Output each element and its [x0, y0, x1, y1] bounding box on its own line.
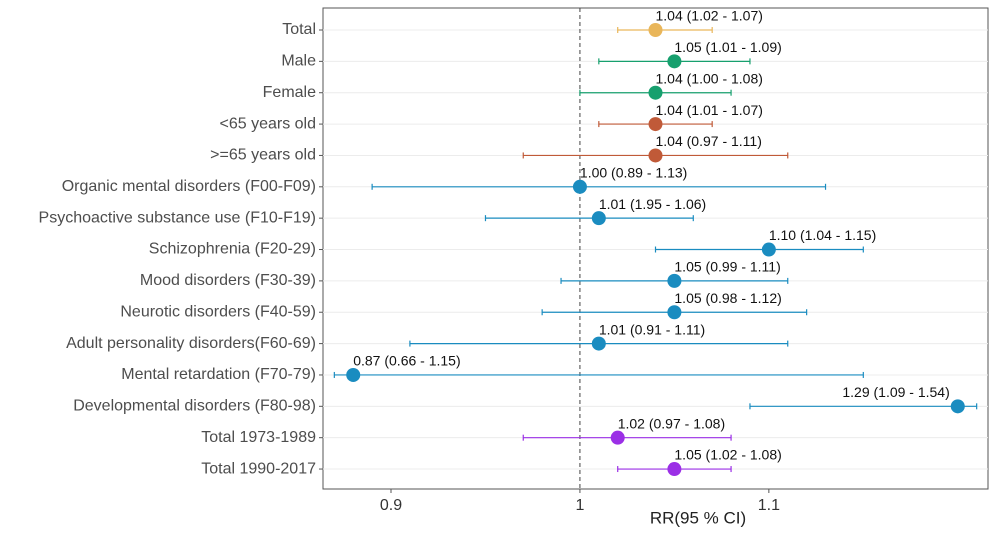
point — [648, 148, 663, 163]
y-tick-label: >=65 years old — [210, 147, 316, 164]
y-tick-label: Female — [263, 84, 316, 101]
y-tick-label: Total 1973-1989 — [201, 429, 316, 446]
x-tick-label: 1.1 — [758, 497, 780, 514]
point — [950, 399, 965, 414]
point-annotation: 1.29 (1.09 - 1.54) — [842, 384, 949, 400]
point — [667, 462, 682, 477]
point — [572, 179, 587, 194]
point — [761, 242, 776, 257]
point-annotation: 1.05 (1.02 - 1.08) — [674, 447, 781, 463]
point — [648, 85, 663, 100]
y-tick-label: Adult personality disorders(F60-69) — [66, 335, 316, 352]
y-tick-label: Neurotic disorders (F40-59) — [120, 303, 316, 320]
point — [648, 117, 663, 132]
point-annotation: 0.87 (0.66 - 1.15) — [353, 353, 460, 369]
x-tick-label: 0.9 — [380, 497, 402, 514]
y-tick-label: Total — [282, 21, 316, 38]
y-tick-label: Schizophrenia (F20-29) — [149, 241, 316, 258]
point-annotation: 1.05 (0.98 - 1.12) — [674, 290, 781, 306]
y-tick-label: Organic mental disorders (F00-F09) — [62, 178, 316, 195]
point-annotation: 1.04 (1.02 - 1.07) — [656, 8, 763, 24]
point-annotation: 1.04 (0.97 - 1.11) — [656, 133, 762, 149]
point — [648, 23, 663, 37]
y-tick-label: Developmental disorders (F80-98) — [73, 398, 316, 415]
point — [346, 367, 361, 382]
point-annotation: 1.04 (1.00 - 1.08) — [656, 70, 763, 86]
point-annotation: 1.02 (0.97 - 1.08) — [618, 415, 725, 431]
point-annotation: 1.10 (1.04 - 1.15) — [769, 227, 876, 243]
point-annotation: 1.05 (0.99 - 1.11) — [674, 259, 780, 275]
y-tick-label: <65 years old — [219, 115, 316, 132]
y-tick-label: Psychoactive substance use (F10-F19) — [39, 209, 316, 226]
point — [667, 273, 682, 288]
x-axis-label: RR(95 % CI) — [650, 508, 746, 527]
point-annotation: 1.01 (0.91 - 1.11) — [599, 321, 705, 337]
point-annotation: 1.01 (1.95 - 1.06) — [599, 196, 706, 212]
point — [591, 336, 606, 351]
y-tick-label: Mood disorders (F30-39) — [140, 272, 316, 289]
y-tick-label: Total 1990-2017 — [201, 460, 316, 477]
point — [667, 305, 682, 320]
point-annotation: 1.05 (1.01 - 1.09) — [674, 39, 781, 55]
point-annotation: 1.04 (1.01 - 1.07) — [656, 102, 763, 118]
x-tick-label: 1 — [575, 497, 584, 514]
point — [591, 211, 606, 226]
point — [667, 54, 682, 69]
point-annotation: 1.00 (0.89 - 1.13) — [580, 165, 687, 181]
point — [610, 430, 625, 445]
y-tick-label: Mental retardation (F70-79) — [121, 366, 316, 383]
y-tick-label: Male — [281, 53, 316, 70]
